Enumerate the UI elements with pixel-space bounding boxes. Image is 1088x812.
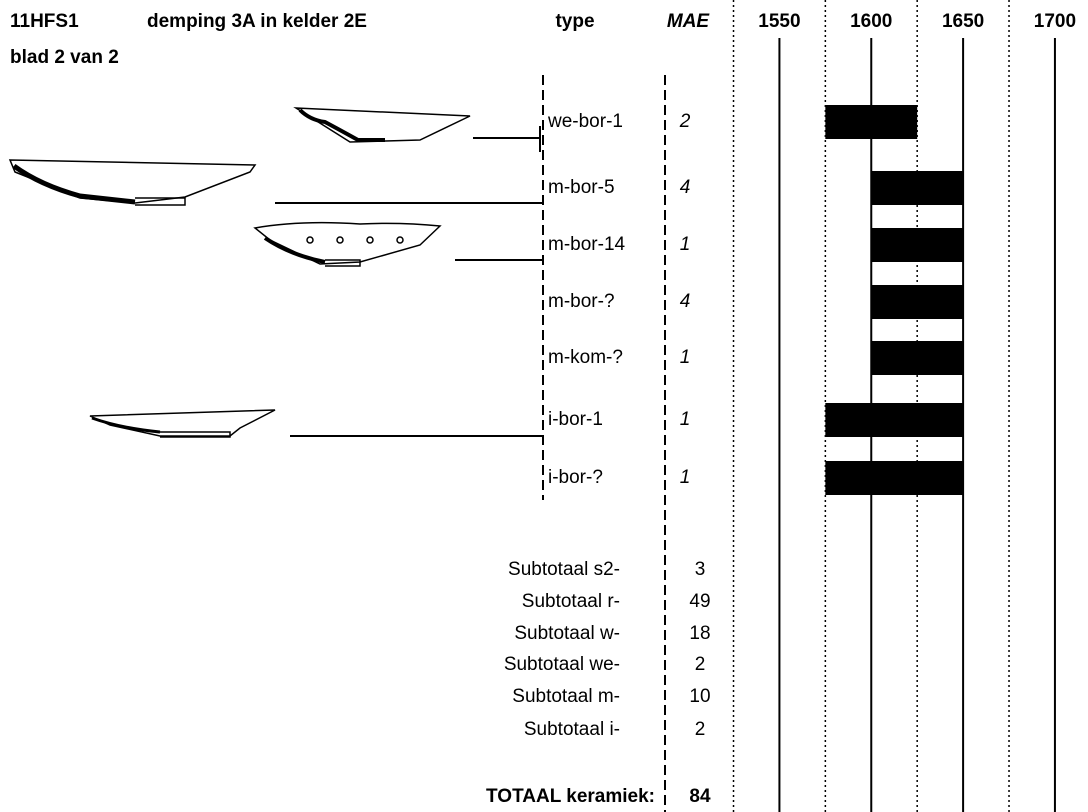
subtotal-value: 2 [695, 654, 706, 675]
code: 11HFS1 [10, 11, 79, 32]
mae-value: 1 [680, 467, 691, 488]
subtotal-value: 2 [695, 719, 706, 740]
mae-value: 4 [680, 291, 691, 312]
year-label: 1600 [850, 11, 892, 32]
year-label: 1550 [758, 11, 800, 32]
mae-value: 1 [680, 234, 691, 255]
subtotal-label: Subtotaal r- [522, 591, 620, 612]
connectors [275, 126, 543, 437]
year-label: 1650 [942, 11, 984, 32]
drawings [8, 107, 471, 438]
mae-header: MAE [667, 11, 711, 32]
subtotal-value: 49 [689, 591, 710, 612]
type-label: m-bor-5 [548, 177, 615, 198]
title: demping 3A in kelder 2E [147, 11, 367, 32]
type-label: m-bor-? [548, 291, 615, 312]
subtotal-label: Subtotaal m- [512, 686, 620, 707]
total-label: TOTAAL keramiek: [486, 786, 655, 807]
type-label: m-kom-? [548, 347, 623, 368]
column-rules [542, 75, 666, 812]
mae-value: 1 [680, 347, 691, 368]
subtotal-value: 18 [689, 623, 710, 644]
total-value: 84 [689, 786, 711, 807]
subtotal-value: 10 [689, 686, 710, 707]
subtotal-label: Subtotaal s2- [508, 559, 620, 580]
type-label: i-bor-1 [548, 409, 603, 430]
type-header: type [555, 11, 594, 32]
type-label: m-bor-14 [548, 234, 626, 255]
type-label: we-bor-1 [547, 111, 623, 132]
date-bar [825, 461, 964, 495]
subtotal-label: Subtotaal w- [514, 623, 620, 644]
subtotal-label: Subtotaal we- [504, 654, 620, 675]
date-bar [825, 403, 964, 437]
mae-value: 2 [679, 111, 691, 132]
mae-value: 1 [680, 409, 691, 430]
mae-value: 4 [680, 177, 691, 198]
subtotal-value: 3 [695, 559, 706, 580]
type-label: i-bor-? [548, 467, 603, 488]
sheet: blad 2 van 2 [10, 47, 119, 68]
year-label: 1700 [1034, 11, 1076, 32]
subtotal-label: Subtotaal i- [524, 719, 620, 740]
